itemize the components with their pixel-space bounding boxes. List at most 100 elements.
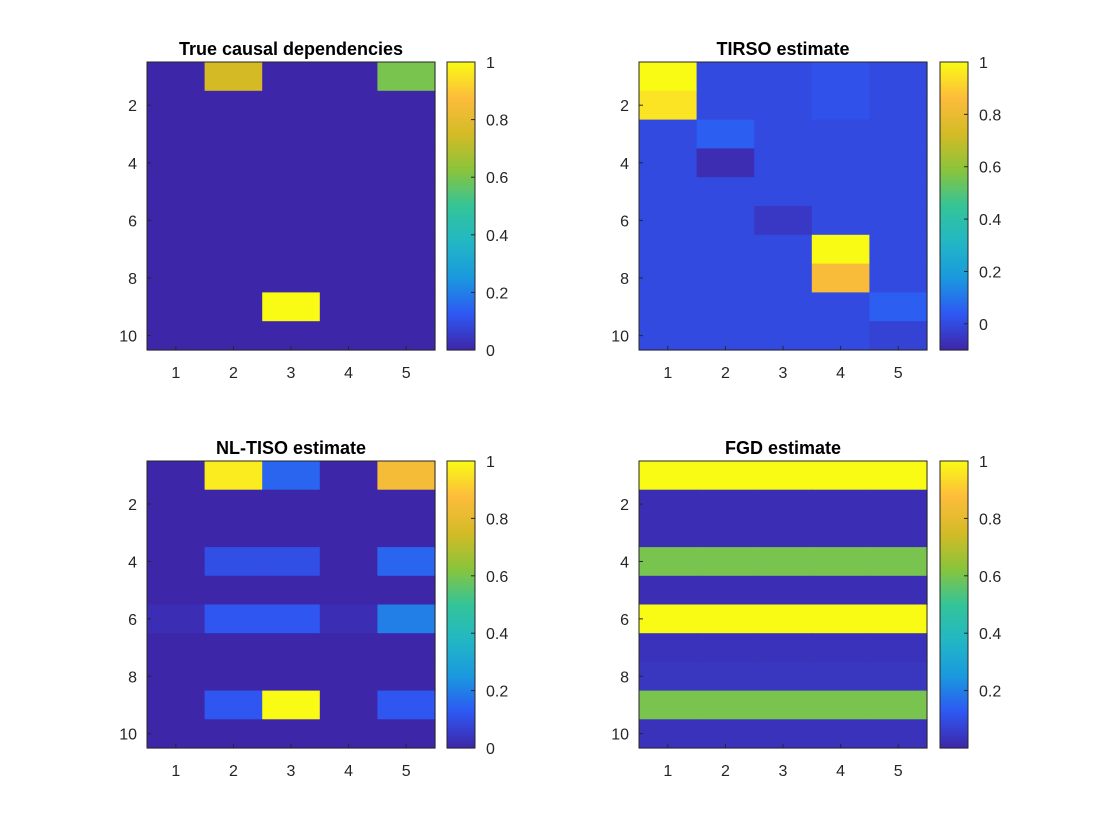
heatmap-cell [869, 690, 928, 720]
colorbar-segment [940, 129, 968, 133]
heatmap-cell [262, 206, 321, 236]
colorbar-segment [447, 523, 475, 527]
colorbar-segment [447, 318, 475, 322]
heatmap-cell [377, 263, 436, 293]
colorbar-segment [447, 66, 475, 70]
colorbar-segment [940, 599, 968, 603]
colorbar-segment [940, 249, 968, 253]
colorbar-segment [940, 707, 968, 711]
heatmap-cell [754, 489, 813, 519]
heatmap-cell [262, 633, 321, 663]
heatmap-cell [696, 206, 755, 236]
colorbar-segment [940, 210, 968, 214]
colorbar-segment [447, 306, 475, 310]
colorbar-segment [940, 194, 968, 197]
colorbar-segment [940, 669, 968, 673]
colorbar-segment [940, 338, 968, 341]
colorbar-segment [940, 616, 968, 620]
colorbar-segment [940, 468, 968, 472]
colorbar-frame [939, 460, 969, 749]
colorbar-segment [940, 520, 968, 524]
colorbar-segment [447, 153, 475, 157]
heatmap-cell [811, 234, 870, 265]
heatmap-cell [811, 690, 870, 720]
colorbar-segment [940, 131, 968, 135]
chart-title: NL-TISO estimate [216, 438, 366, 458]
colorbar-segment [447, 532, 475, 536]
colorbar-segment [940, 692, 968, 696]
heatmap-cell [147, 321, 206, 351]
colorbar-segment [940, 566, 968, 570]
colorbar-segment [940, 71, 968, 75]
heatmap-cell [204, 719, 263, 749]
colorbar-segment [940, 162, 968, 166]
colorbar-segment [447, 721, 475, 725]
colorbar-segment [447, 602, 475, 606]
colorbar-segment [940, 714, 968, 718]
heatmap-cell [811, 661, 870, 692]
heatmap-cell [869, 321, 928, 351]
heatmap-cell [377, 119, 436, 149]
colorbar-segment [447, 186, 475, 190]
colorbar-segment [447, 146, 475, 149]
x-tick-label: 3 [779, 365, 788, 382]
colorbar-segment [447, 724, 475, 728]
colorbar-segment [940, 160, 968, 164]
colorbar-segment [940, 511, 968, 515]
colorbar-segment [447, 220, 475, 224]
heatmap-cell [377, 661, 436, 692]
colorbar-segment [940, 606, 968, 610]
heatmap-cell [869, 148, 928, 178]
x-tick-label: 3 [287, 365, 296, 382]
colorbar-segment [447, 736, 475, 740]
panel-true-causal: True causal dependencies 1 2 3 4 5 2 4 6 8 10 0 0.2 0… [119, 39, 508, 382]
heatmap-cell [754, 119, 813, 149]
colorbar-tick-label: 0.4 [979, 626, 1001, 643]
colorbar-segment [447, 114, 475, 118]
heatmap-cell [319, 489, 378, 519]
colorbar-segment [447, 676, 475, 680]
heatmap-cell [811, 461, 870, 491]
heatmap-cell [319, 292, 378, 322]
heatmap-cell [147, 62, 206, 92]
colorbar-segment [447, 201, 475, 205]
colorbar-segment [940, 306, 968, 310]
heatmap-cell [147, 206, 206, 236]
chart-title: FGD estimate [725, 438, 841, 458]
colorbar-segment [940, 263, 968, 267]
heatmap-cell [754, 148, 813, 178]
colorbar-segment [940, 652, 968, 656]
colorbar-segment [447, 475, 475, 479]
colorbar-segment [940, 697, 968, 701]
x-tick-label: 1 [663, 365, 672, 382]
colorbar-segment [447, 566, 475, 570]
heatmap-cell [811, 263, 870, 293]
colorbar-segment [447, 232, 475, 236]
colorbar-segment [447, 609, 475, 613]
heatmap-cell [696, 461, 755, 491]
colorbar-segment [447, 338, 475, 341]
colorbar-segment [940, 611, 968, 615]
colorbar-segment [447, 731, 475, 735]
x-tick-label: 5 [894, 763, 903, 780]
colorbar-segment [447, 652, 475, 656]
heatmap-cell [377, 690, 436, 720]
colorbar-segment [447, 661, 475, 665]
heatmap-cell [377, 62, 436, 92]
colorbar-segment [940, 309, 968, 313]
colorbar-segment [447, 138, 475, 142]
colorbar-segment [447, 685, 475, 689]
chart-title: TIRSO estimate [716, 39, 849, 59]
colorbar-segment [447, 657, 475, 661]
colorbar-segment [447, 551, 475, 555]
colorbar-segment [940, 504, 968, 508]
colorbar-segment [940, 480, 968, 484]
heatmap-cell [639, 633, 698, 663]
colorbar-segment [447, 105, 475, 109]
colorbar-segment [447, 150, 475, 154]
colorbar-segment [940, 461, 968, 464]
colorbar-segment [447, 206, 475, 209]
colorbar-segment [447, 335, 475, 339]
colorbar-segment [940, 592, 968, 596]
heatmap-cell [377, 206, 436, 236]
